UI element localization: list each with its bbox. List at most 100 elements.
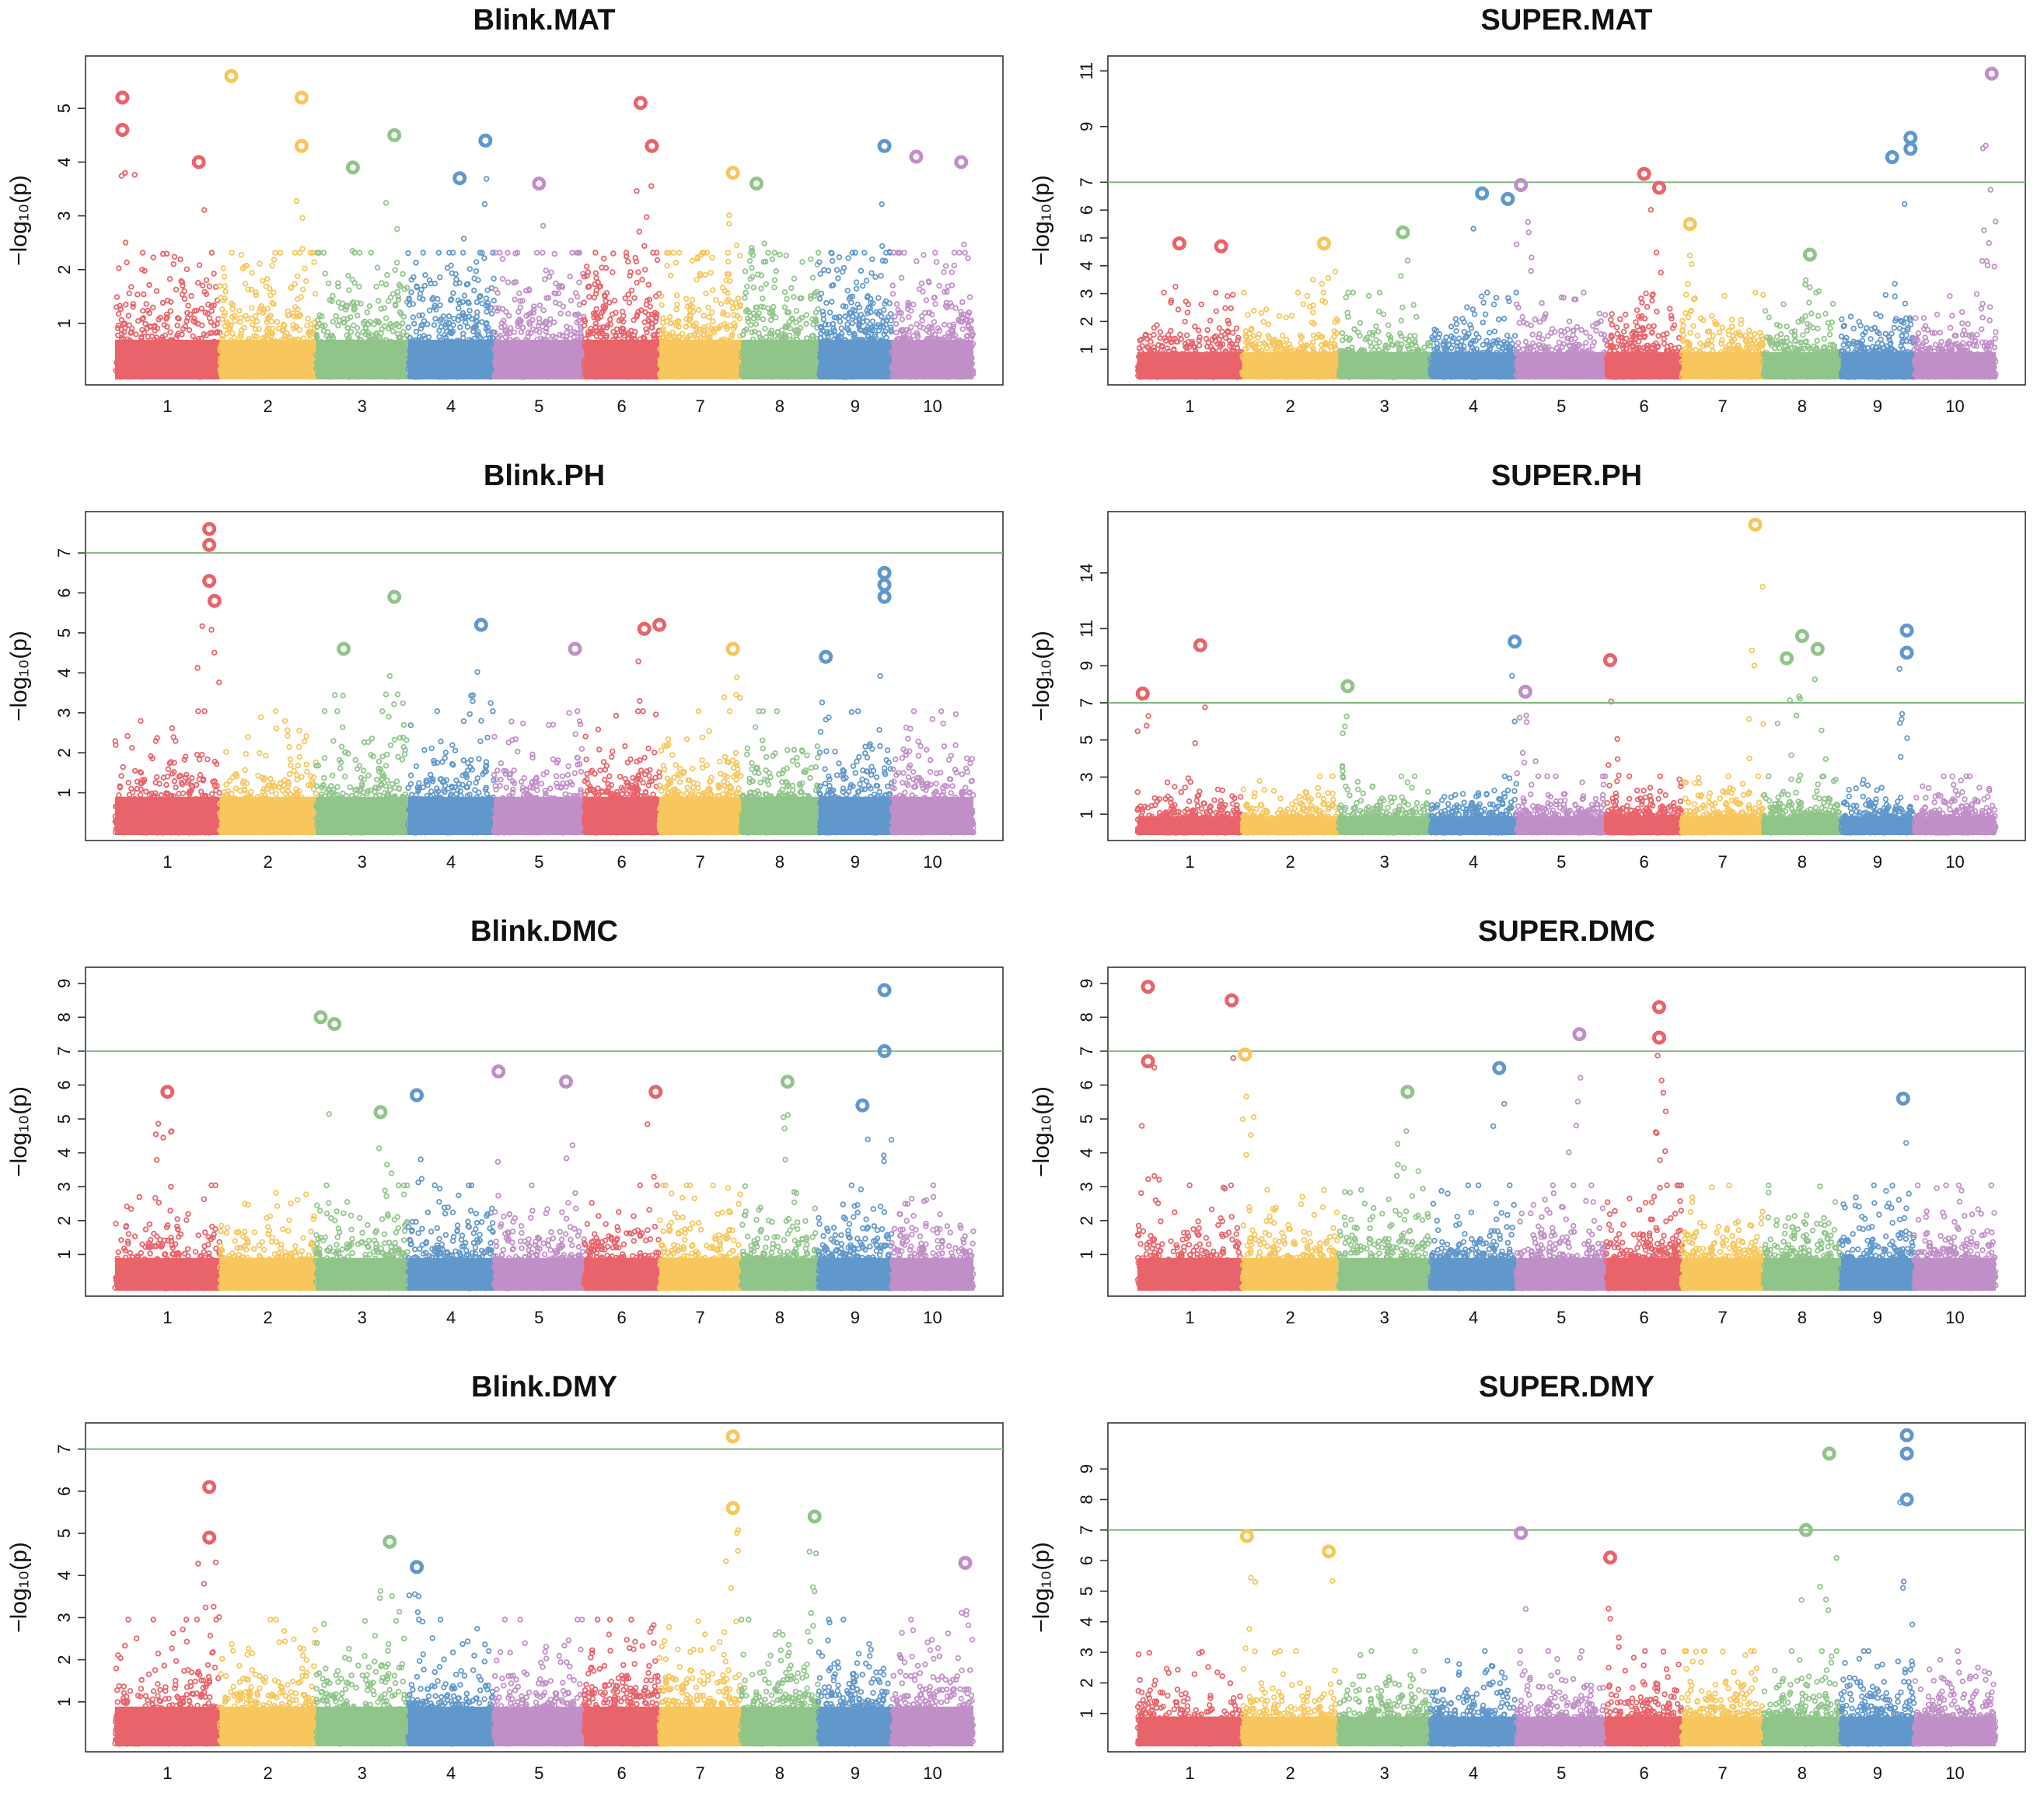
- x-tick-label: 10: [1945, 1308, 1964, 1327]
- snp-dense-band-chr-10: [1914, 816, 1996, 835]
- x-tick-label: 2: [263, 397, 272, 416]
- peak-point: [879, 580, 889, 590]
- peak-point: [1174, 239, 1184, 249]
- y-tick-label: 3: [54, 1182, 74, 1191]
- peak-point: [204, 1533, 215, 1543]
- y-tick-label: 4: [1077, 1617, 1096, 1627]
- snp-dense-band-chr-6: [584, 797, 659, 835]
- snp-dense-band-chr-4: [408, 340, 494, 379]
- panel-blink-dmy: Blink.DMY −log₁₀(p) 1 2 3 4 5 6 7 1 2 3 4 5 6 7 8 9 10: [0, 1367, 1022, 1814]
- snp-points: [114, 171, 975, 380]
- snp-dense-band-chr-1: [1137, 816, 1242, 835]
- y-tick-label: 11: [1077, 62, 1096, 80]
- y-tick-label: 2: [1077, 1216, 1096, 1225]
- y-tick-label: 5: [54, 1114, 74, 1124]
- snp-points: [1136, 144, 1998, 380]
- x-tick-label: 7: [695, 1308, 704, 1327]
- snp-dense-band-chr-3: [1338, 1717, 1430, 1746]
- snp-dense-band-chr-2: [1242, 1717, 1339, 1746]
- snp-dense-band-chr-10: [1914, 1717, 1996, 1746]
- snp-dense-band-chr-1: [115, 797, 220, 835]
- x-tick-label: 1: [162, 1308, 172, 1327]
- y-tick-label: 7: [1077, 1526, 1096, 1535]
- y-tick-label: 1: [54, 788, 74, 797]
- x-tick-label: 2: [1285, 852, 1295, 872]
- y-tick-label: 7: [1077, 177, 1096, 187]
- y-tick-label: 2: [1077, 1678, 1096, 1687]
- peak-point: [858, 1100, 868, 1110]
- snp-dense-band-chr-7: [1682, 1717, 1763, 1746]
- peak-point: [204, 576, 215, 586]
- panel-super-mat: SUPER.MAT −log₁₀(p) 1 2 3 4 5 6 7 9 11 1 2 3 4 5 6 7 8 9 10: [1022, 0, 2044, 447]
- snp-dense-band-chr-5: [1516, 816, 1606, 835]
- peak-point: [1398, 227, 1408, 237]
- chart-title: SUPER.DMC: [1478, 915, 1655, 948]
- x-tick-label: 9: [1873, 1763, 1882, 1783]
- y-axis-label: −log₁₀(p): [6, 1542, 32, 1633]
- peak-point: [1520, 687, 1530, 697]
- peak-point: [204, 524, 215, 534]
- snp-cloud-chr-6: [1605, 699, 1684, 834]
- snp-dense-band-chr-1: [1137, 352, 1242, 379]
- x-tick-label: 7: [695, 852, 704, 872]
- peak-point: [476, 620, 486, 630]
- x-tick-label: 2: [263, 1763, 272, 1783]
- x-tick-label: 10: [1945, 1763, 1964, 1783]
- peak-point: [1240, 1050, 1250, 1060]
- peak-point: [209, 596, 219, 606]
- x-tick-label: 7: [1717, 852, 1727, 872]
- peak-point: [1812, 644, 1822, 654]
- peak-point: [385, 1536, 395, 1547]
- peak-point: [879, 985, 889, 995]
- y-tick-label: 4: [1077, 1148, 1096, 1158]
- peak-point: [494, 1067, 504, 1077]
- snp-dense-band-chr-9: [819, 797, 892, 835]
- y-tick-label: 3: [54, 1613, 74, 1622]
- y-tick-label: 3: [54, 211, 74, 220]
- peak-point: [647, 141, 657, 151]
- y-tick-label: 11: [1077, 620, 1096, 638]
- panel-blink-dmc: Blink.DMC −log₁₀(p) 1 2 3 4 5 6 7 8 9 1 2 3 4 5 6 7 8 9 10: [0, 911, 1022, 1358]
- plot-frame: [86, 56, 1003, 385]
- x-tick-label: 9: [851, 1308, 860, 1327]
- x-tick-label: 9: [851, 852, 860, 872]
- peak-point: [1902, 1449, 1912, 1459]
- y-tick-label: 1: [1077, 1709, 1096, 1718]
- peak-point: [480, 135, 491, 145]
- snp-dense-band-chr-6: [1606, 1258, 1682, 1291]
- x-tick-label: 9: [1873, 1308, 1882, 1327]
- snp-dense-band-chr-7: [1682, 352, 1763, 379]
- peak-point: [956, 157, 966, 167]
- snp-dense-band-chr-8: [741, 1707, 819, 1746]
- snp-dense-band-chr-8: [741, 1258, 819, 1291]
- snp-dense-band-chr-10: [892, 1258, 973, 1291]
- snp-dense-band-chr-9: [819, 1707, 892, 1746]
- y-tick-label: 1: [1077, 809, 1096, 819]
- x-tick-label: 5: [534, 852, 543, 872]
- peak-point: [1477, 188, 1487, 198]
- x-tick-label: 10: [1945, 852, 1964, 872]
- snp-cloud-chr-8: [1762, 677, 1843, 835]
- snp-dense-band-chr-5: [1516, 1717, 1606, 1746]
- snp-dense-band-chr-7: [659, 1258, 741, 1291]
- peak-point: [752, 179, 762, 189]
- y-tick-label: 3: [54, 708, 74, 718]
- y-tick-label: 8: [1077, 1494, 1096, 1504]
- x-tick-label: 1: [1185, 397, 1194, 416]
- snp-dense-band-chr-4: [1431, 1258, 1516, 1291]
- y-tick-label: 3: [1077, 1648, 1096, 1657]
- y-tick-label: 6: [1077, 205, 1096, 215]
- peak-point: [1606, 1553, 1616, 1563]
- peak-point: [1685, 219, 1695, 229]
- snp-dense-band-chr-9: [819, 1258, 892, 1291]
- snp-dense-band-chr-7: [659, 797, 741, 835]
- x-tick-label: 4: [1469, 1308, 1478, 1327]
- snp-dense-band-chr-7: [1682, 816, 1763, 835]
- peak-point: [1494, 1063, 1504, 1073]
- peak-point: [570, 644, 580, 654]
- snp-dense-band-chr-4: [1431, 816, 1516, 835]
